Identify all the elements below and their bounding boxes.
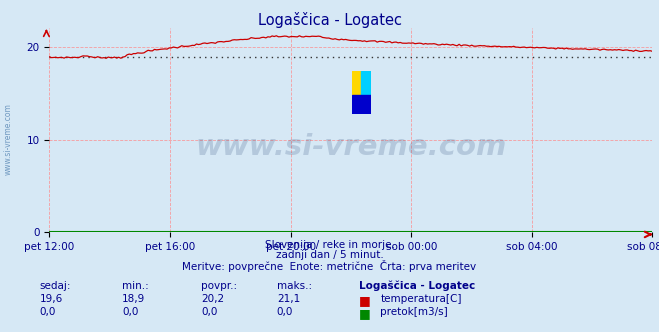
Bar [352,71,361,114]
Text: pretok[m3/s]: pretok[m3/s] [380,307,448,317]
Text: maks.:: maks.: [277,281,312,290]
Text: temperatura[C]: temperatura[C] [380,294,462,304]
Text: www.si-vreme.com: www.si-vreme.com [195,133,507,161]
Text: 0,0: 0,0 [122,307,138,317]
Text: povpr.:: povpr.: [201,281,237,290]
Text: Logaščica - Logatec: Logaščica - Logatec [258,12,401,28]
Text: 0,0: 0,0 [277,307,293,317]
Text: Slovenija / reke in morje.: Slovenija / reke in morje. [264,240,395,250]
Text: ■: ■ [359,294,371,307]
Text: 18,9: 18,9 [122,294,145,304]
Text: zadnji dan / 5 minut.: zadnji dan / 5 minut. [275,250,384,260]
Bar [352,95,370,114]
Text: Logaščica - Logatec: Logaščica - Logatec [359,281,475,291]
Text: ■: ■ [359,307,371,320]
Text: 0,0: 0,0 [40,307,56,317]
Text: sedaj:: sedaj: [40,281,71,290]
Text: www.si-vreme.com: www.si-vreme.com [3,104,13,175]
Text: 19,6: 19,6 [40,294,63,304]
Text: min.:: min.: [122,281,149,290]
Text: 20,2: 20,2 [201,294,224,304]
Text: Meritve: povprečne  Enote: metrične  Črta: prva meritev: Meritve: povprečne Enote: metrične Črta:… [183,260,476,272]
Text: 0,0: 0,0 [201,307,217,317]
Text: 21,1: 21,1 [277,294,300,304]
Bar [361,71,370,114]
